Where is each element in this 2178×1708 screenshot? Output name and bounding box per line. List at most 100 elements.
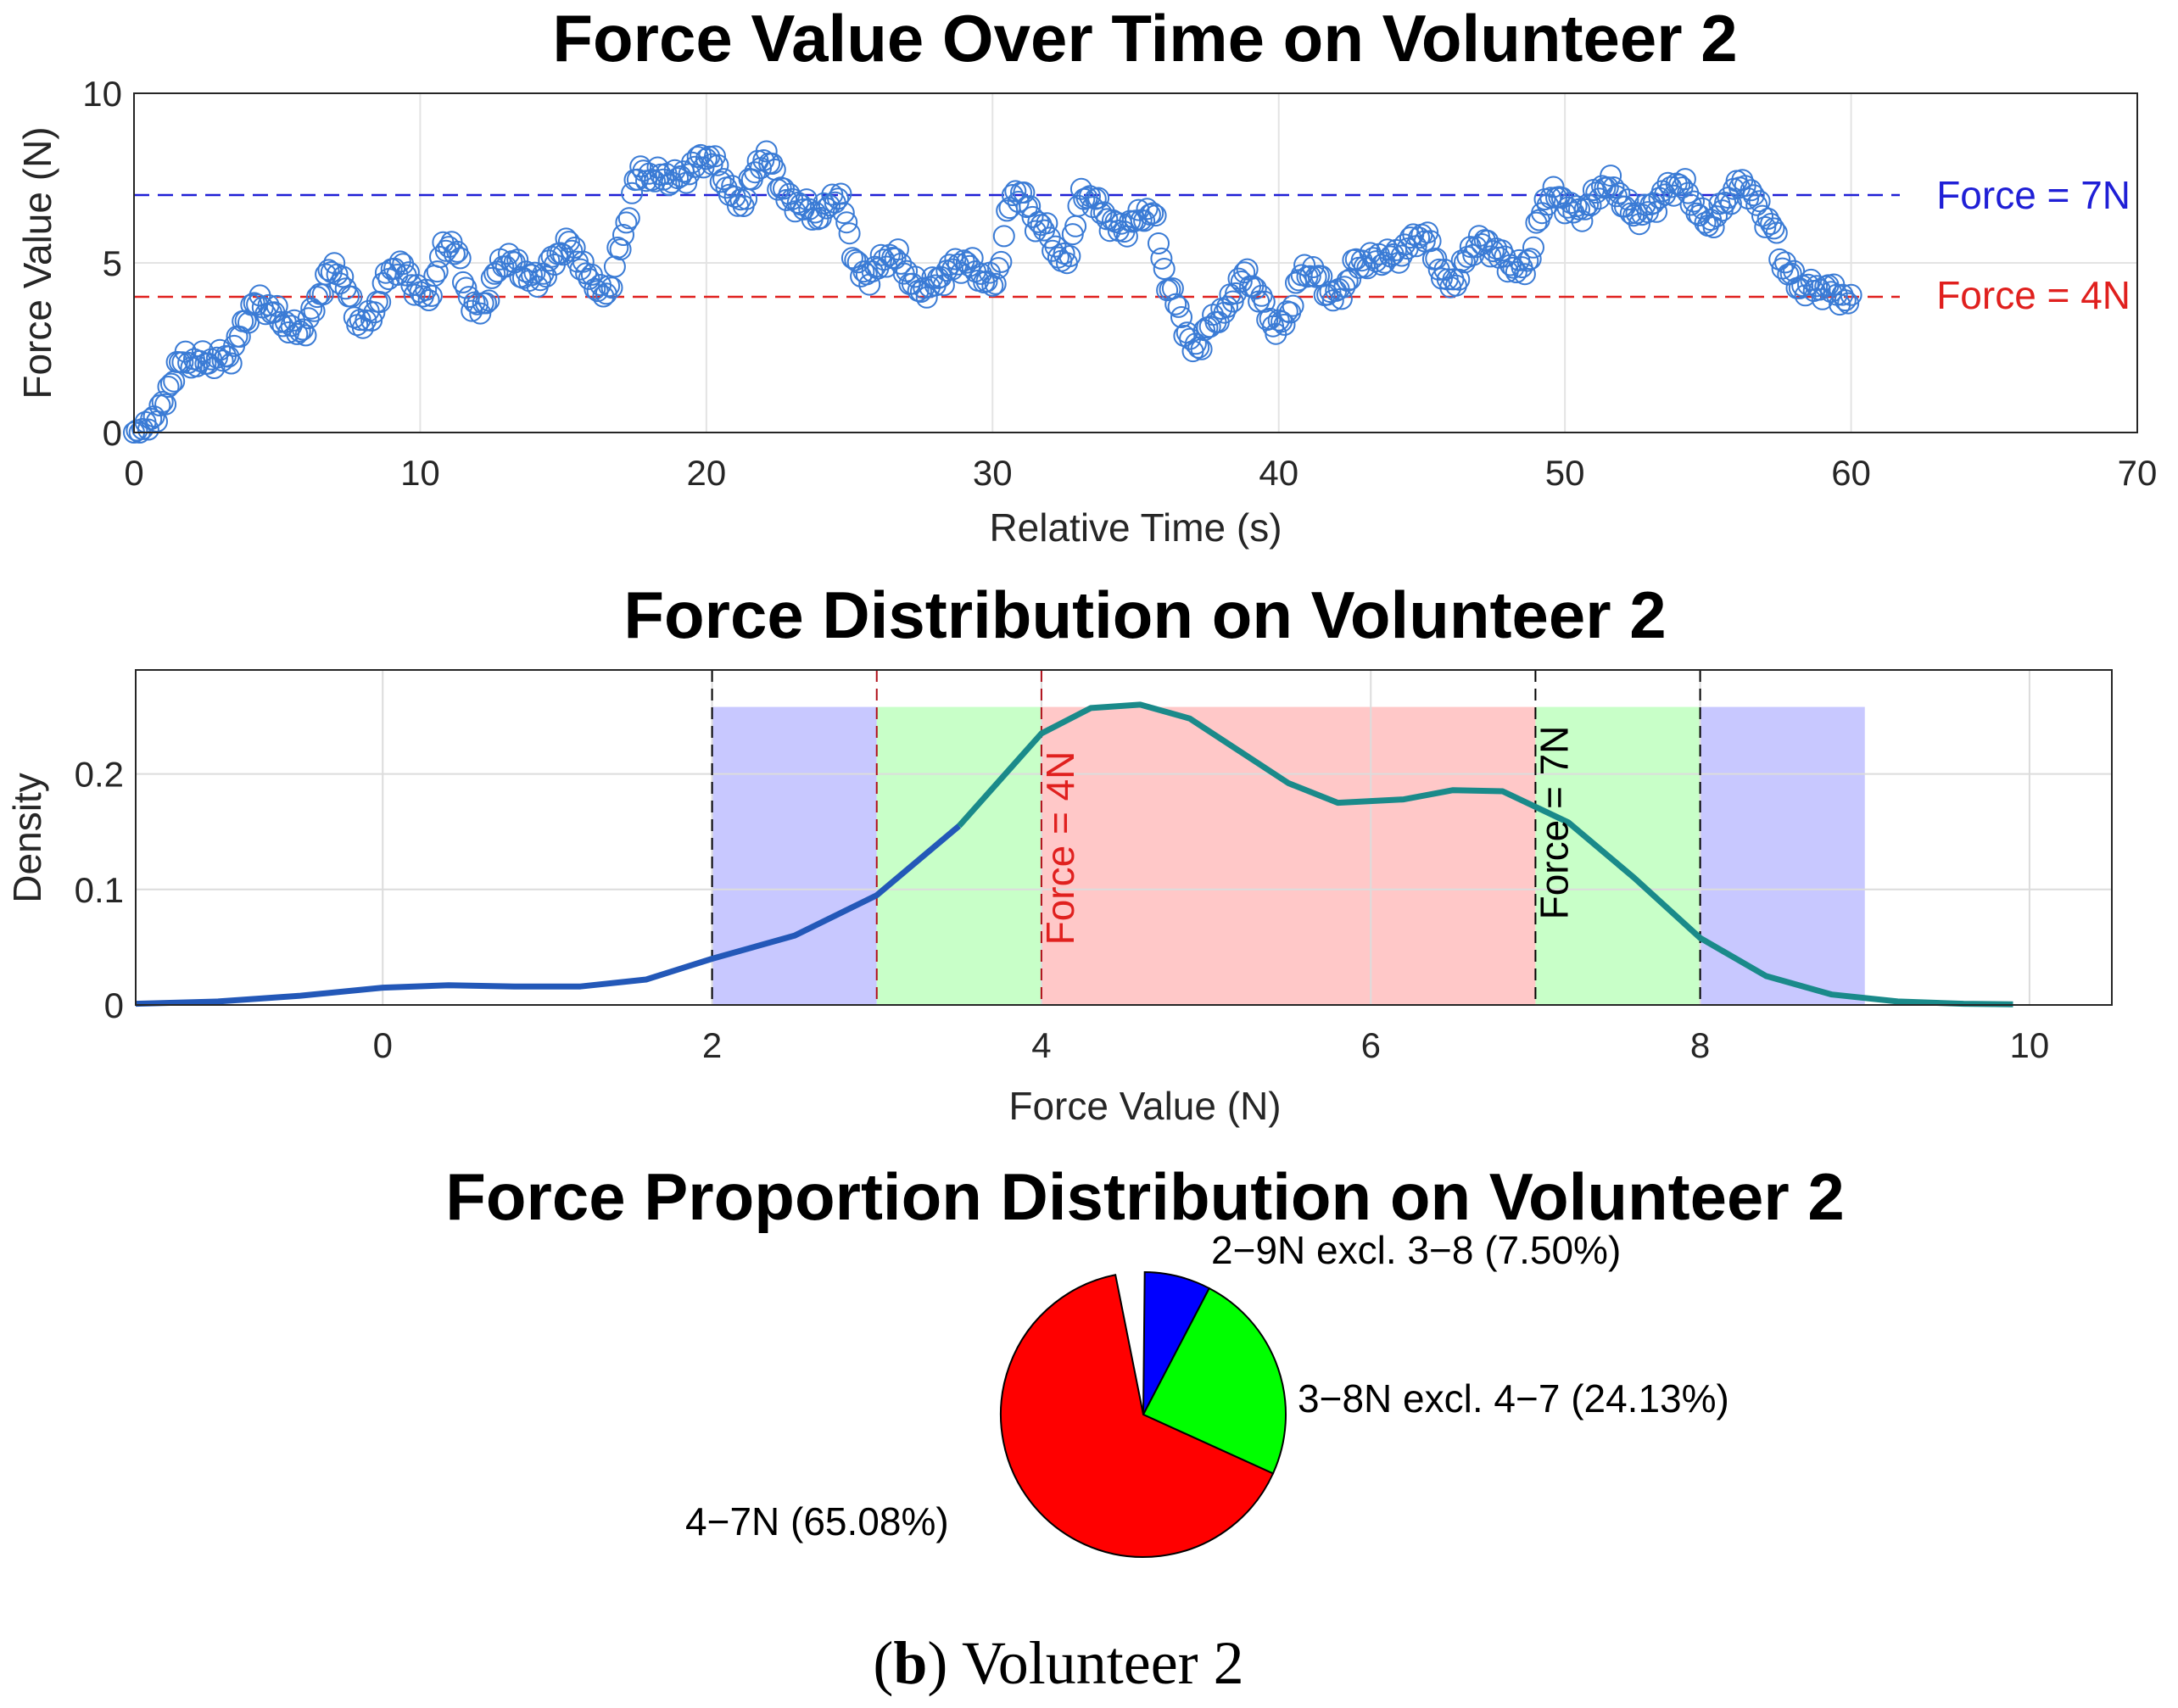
pie-title: Force Proportion Distribution on Volunte… [445, 1159, 1845, 1234]
scatter-point [990, 250, 1013, 273]
density-band [1535, 706, 1701, 1005]
pie-label-blue: 2−9N excl. 3−8 (7.50%) [1211, 1228, 1621, 1272]
scatter-point [600, 276, 623, 299]
scatter-point [463, 291, 486, 314]
scatter-point [827, 187, 850, 210]
scatter-point [1742, 184, 1765, 207]
scatter-point [1450, 249, 1473, 272]
scatter-point [1144, 204, 1167, 227]
scatter-point [1806, 275, 1829, 298]
scatter-point [1136, 198, 1159, 220]
density-ticks: 0 2 4 6 8 10 0 0.1 0.2 [75, 755, 2050, 1065]
scatter-point [1745, 193, 1768, 216]
density-band [876, 706, 1042, 1005]
scatter-point [1660, 176, 1682, 198]
scatter-point [1036, 212, 1058, 235]
scatter-point [1244, 277, 1267, 300]
scatter-point [1024, 220, 1047, 243]
scatter-point [1285, 271, 1307, 294]
scatter-point [609, 238, 632, 261]
scatter-point [154, 393, 177, 416]
scatter-point [157, 376, 180, 398]
scatter-point [1573, 198, 1596, 220]
scatter-point [461, 299, 483, 322]
scatter-point [603, 255, 626, 278]
scatter-point [1187, 336, 1210, 359]
scatter-point [1539, 187, 1562, 209]
scatter-point [786, 192, 809, 214]
scatter-point [890, 252, 913, 275]
scatter-point [192, 340, 214, 363]
density-xtick-label: 10 [2010, 1025, 2050, 1065]
scatter-xtick-label: 10 [400, 453, 440, 493]
scatter-grid [133, 92, 2138, 433]
scatter-point [549, 242, 572, 265]
scatter-point [592, 285, 615, 308]
scatter-point [369, 291, 392, 314]
scatter-point [475, 292, 497, 315]
scatter-point [1668, 173, 1691, 196]
scatter-point [1642, 192, 1665, 215]
scatter-point [323, 252, 346, 275]
scatter-point [1673, 168, 1696, 191]
scatter-point [288, 320, 311, 343]
scatter-point [477, 289, 500, 312]
scatter-point [397, 261, 420, 284]
scatter-point [534, 265, 557, 288]
scatter-point [538, 249, 561, 272]
scatter-point [1336, 270, 1359, 293]
scatter-point [1253, 290, 1276, 313]
scatter-point [186, 354, 209, 377]
annotation-force-4n: Force = 4N [1038, 751, 1082, 946]
scatter-point [1133, 209, 1156, 232]
density-title: Force Distribution on Volunteer 2 [623, 578, 1666, 652]
scatter-point [515, 260, 538, 283]
scatter-point [612, 224, 634, 246]
scatter-point [1184, 332, 1207, 355]
scatter-point [523, 261, 546, 284]
scatter-point [796, 188, 818, 211]
scatter-point [840, 247, 863, 270]
scatter-point [283, 309, 305, 332]
scatter-point [644, 170, 667, 193]
scatter-xtick-label: 20 [686, 453, 726, 493]
scatter-point [1513, 263, 1536, 286]
scatter-point [1282, 294, 1304, 317]
scatter-point [1600, 165, 1622, 187]
scatter-point [209, 338, 232, 361]
scatter-point [615, 211, 638, 234]
density-curve-left [135, 823, 962, 1007]
density-xtick-label: 4 [1031, 1025, 1051, 1065]
scatter-point [678, 163, 701, 186]
scatter-point [621, 181, 644, 204]
scatter-point [1837, 292, 1860, 315]
scatter-xtick-label: 40 [1259, 453, 1298, 493]
scatter-point [1834, 289, 1857, 312]
scatter-point [712, 168, 735, 191]
scatter-title: Force Value Over Time on Volunteer 2 [552, 1, 1737, 75]
scatter-point [1765, 221, 1788, 244]
scatter-point [1321, 289, 1344, 312]
scatter-point [1265, 322, 1287, 345]
scatter-point [286, 322, 309, 345]
scatter-point [1148, 232, 1170, 254]
scatter-ticks: 0 10 20 30 40 50 60 70 0 5 10 [82, 74, 2157, 493]
scatter-xtick-label: 70 [2118, 453, 2158, 493]
scatter-point [1505, 261, 1527, 283]
pie-slices [1000, 1270, 1287, 1558]
scatter-point [1671, 176, 1694, 199]
density-band [1700, 706, 1865, 1005]
scatter-point [818, 194, 840, 217]
scatter-ytick-label: 10 [82, 74, 122, 114]
scatter-point [1706, 205, 1728, 228]
scatter-point [606, 237, 629, 259]
scatter-point [1774, 251, 1796, 274]
scatter-point [1471, 233, 1494, 255]
scatter-point [1233, 261, 1256, 284]
scatter-point [690, 143, 712, 166]
annotation-force-7n: Force = 7N [1532, 726, 1576, 920]
density-axes-box [135, 669, 2113, 1006]
density-xlabel: Force Value (N) [1008, 1084, 1281, 1128]
caption-letter: b [893, 1629, 927, 1697]
scatter-point [220, 352, 243, 375]
